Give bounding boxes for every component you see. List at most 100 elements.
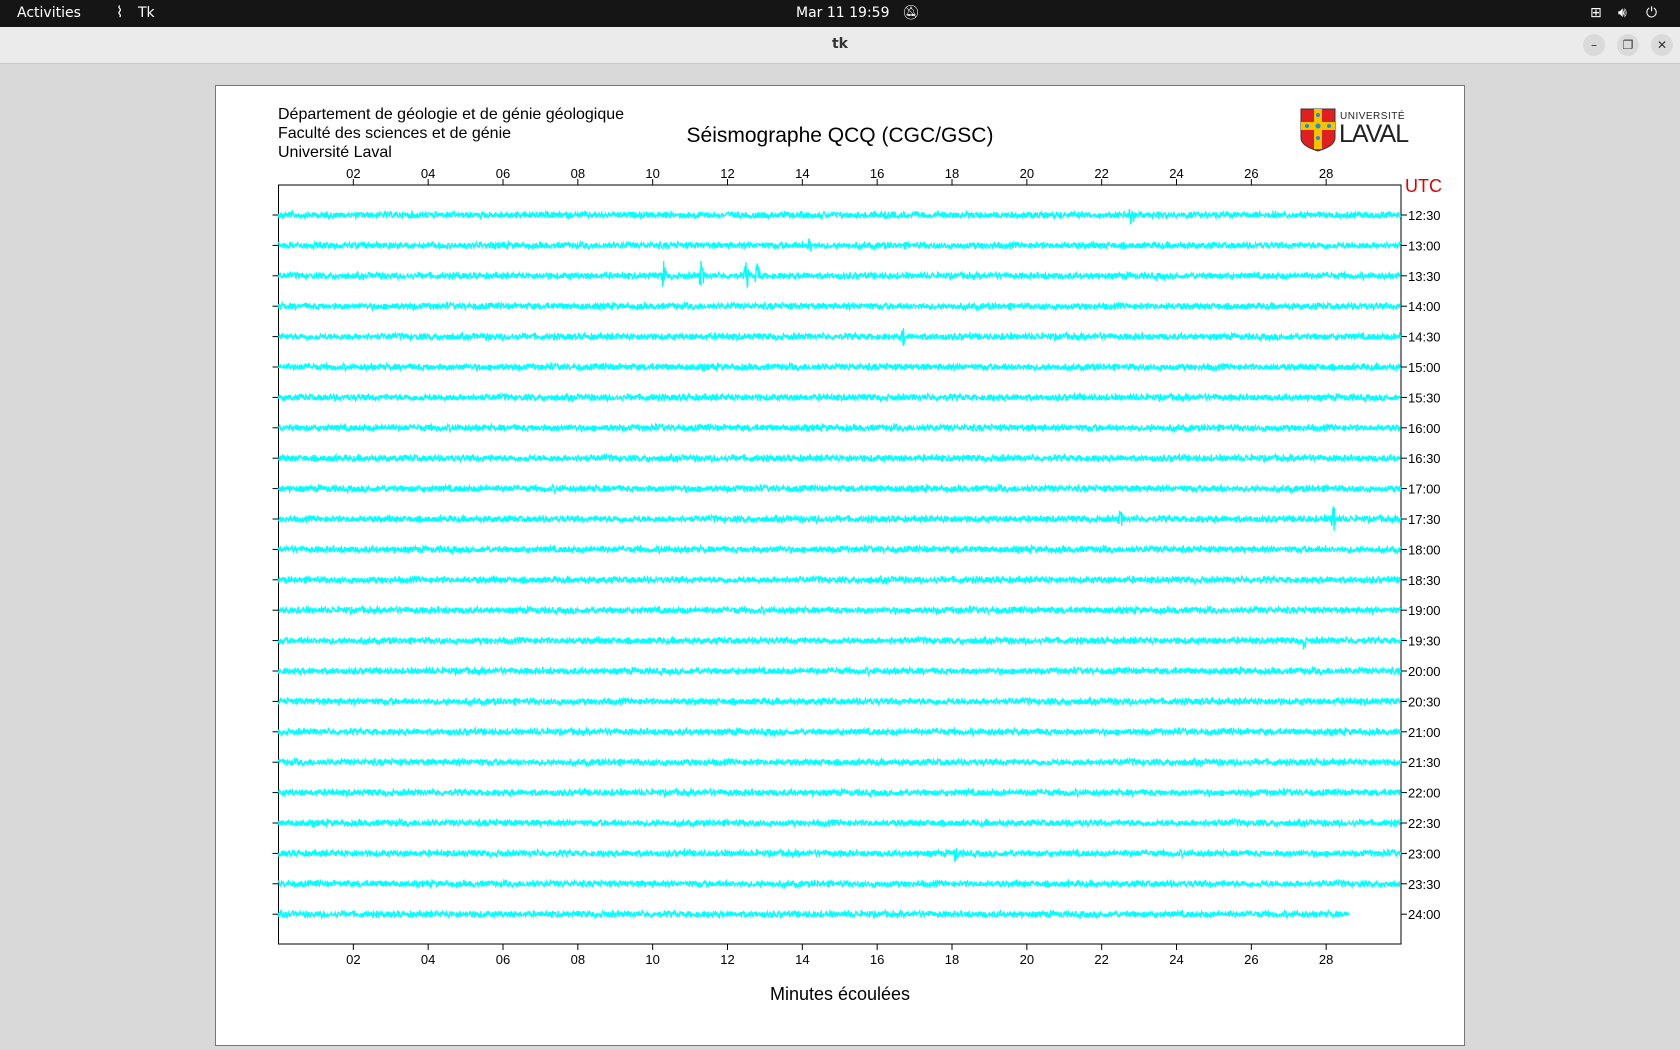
network-icon[interactable]: ⊞: [1590, 5, 1602, 21]
power-icon[interactable]: ⏻: [1646, 5, 1658, 21]
top-tick-label: 06: [496, 166, 510, 181]
row-time-label: 23:30: [1408, 877, 1441, 892]
seismic-trace: [277, 574, 1402, 586]
clock[interactable]: Mar 11 19:59: [796, 5, 890, 21]
seismic-trace: [277, 635, 1402, 650]
bottom-tick-label: 08: [571, 952, 585, 967]
seismic-trace: [277, 756, 1402, 768]
department-label: Département de géologie et de génie géol…: [278, 106, 625, 123]
top-tick-label: 02: [346, 166, 360, 181]
seismograph-canvas: Département de géologie et de génie géol…: [215, 85, 1465, 1046]
seismic-trace: [277, 238, 1402, 252]
top-tick-label: 04: [421, 166, 435, 181]
seismic-trace: [277, 452, 1401, 464]
seismic-trace: [278, 604, 1402, 617]
bottom-tick-label: 02: [346, 952, 360, 967]
top-tick-label: 18: [945, 166, 959, 181]
app-menu[interactable]: Tk: [138, 5, 155, 21]
row-time-label: 24:00: [1408, 907, 1441, 922]
seismic-trace: [277, 908, 1350, 921]
row-time-label: 14:00: [1408, 299, 1441, 314]
seismic-trace: [277, 665, 1402, 678]
seismogram-plot: 02 02 04 04 06 06 08 08 10 10 12 12 14 14 16 16 18 18 20 20…: [272, 166, 1441, 967]
row-time-label: 16:30: [1408, 451, 1441, 466]
crest-icon: [1300, 108, 1336, 152]
bottom-tick-label: 18: [945, 952, 959, 967]
bottom-tick-label: 14: [795, 952, 809, 967]
seismic-trace: [277, 208, 1402, 225]
faculty-label: Faculté des sciences et de génie: [278, 125, 512, 142]
row-time-label: 13:00: [1408, 238, 1441, 253]
row-time-label: 17:00: [1408, 482, 1441, 497]
seismic-trace: [277, 696, 1401, 708]
top-tick-label: 26: [1244, 166, 1258, 181]
bottom-tick-label: 22: [1094, 952, 1108, 967]
top-bar: Activities ⌇ Tk Mar 11 19:59 🔕︎ ⊞ 🔊︎ ⏻: [0, 0, 1680, 27]
bottom-tick-label: 12: [720, 952, 734, 967]
volume-icon[interactable]: 🔊︎: [1618, 5, 1627, 21]
bottom-tick-label: 16: [870, 952, 884, 967]
row-time-label: 20:30: [1408, 694, 1441, 709]
row-time-label: 12:30: [1408, 208, 1441, 223]
top-tick-label: 16: [870, 166, 884, 181]
row-time-label: 21:00: [1408, 725, 1441, 740]
seismic-trace: [277, 877, 1402, 890]
restore-button[interactable]: ❐: [1617, 34, 1639, 56]
row-time-label: 14:30: [1408, 330, 1441, 345]
seismic-trace: [277, 260, 1402, 289]
row-time-label: 16:00: [1408, 421, 1441, 436]
row-time-label: 22:00: [1408, 786, 1441, 801]
top-tick-label: 14: [795, 166, 809, 181]
row-time-label: 19:30: [1408, 634, 1441, 649]
app-icon: ⌇: [116, 3, 124, 21]
window-titlebar: tk – ❐ ✕: [0, 27, 1680, 64]
plot-frame: [278, 184, 1402, 945]
chart-title: Séismographe QCQ (CGC/GSC): [686, 124, 994, 147]
bottom-tick-label: 20: [1020, 952, 1034, 967]
university-logo: UNIVERSITÉ LAVAL: [1300, 108, 1410, 152]
seismic-trace: [277, 817, 1402, 829]
window-title: tk: [831, 36, 848, 52]
top-tick-label: 20: [1020, 166, 1034, 181]
bottom-tick-label: 10: [645, 952, 659, 967]
seismic-trace: [277, 786, 1402, 799]
top-tick-label: 24: [1169, 166, 1183, 181]
top-tick-label: 08: [571, 166, 585, 181]
seismic-trace: [277, 391, 1402, 404]
row-time-label: 21:30: [1408, 755, 1441, 770]
row-time-label: 19:00: [1408, 603, 1441, 618]
seismic-trace: [277, 300, 1402, 312]
logo-text-laval: LAVAL: [1339, 120, 1409, 148]
seismic-trace: [277, 726, 1402, 738]
logo-text-universite: UNIVERSITÉ: [1340, 111, 1406, 122]
top-tick-label: 22: [1094, 166, 1108, 181]
utc-label: UTC: [1405, 176, 1442, 196]
row-time-label: 23:00: [1408, 846, 1441, 861]
top-tick-label: 12: [720, 166, 734, 181]
seismic-trace: [277, 506, 1402, 531]
seismic-trace: [277, 361, 1402, 374]
notifications-off-icon[interactable]: 🔕︎: [902, 5, 920, 21]
row-time-label: 20:00: [1408, 664, 1441, 679]
seismic-trace: [277, 421, 1401, 434]
bottom-tick-label: 28: [1319, 952, 1333, 967]
bottom-tick-label: 04: [421, 952, 435, 967]
minimize-button[interactable]: –: [1583, 34, 1605, 56]
bottom-tick-label: 26: [1244, 952, 1258, 967]
bottom-tick-label: 06: [496, 952, 510, 967]
top-tick-label: 28: [1319, 166, 1333, 181]
row-time-label: 13:30: [1408, 269, 1441, 284]
row-time-label: 15:30: [1408, 390, 1441, 405]
row-time-label: 15:00: [1408, 360, 1441, 375]
seismic-trace: [277, 327, 1402, 346]
activities-button[interactable]: Activities: [17, 5, 81, 21]
bottom-tick-label: 24: [1169, 952, 1183, 967]
close-button[interactable]: ✕: [1651, 34, 1673, 56]
row-time-label: 18:00: [1408, 542, 1441, 557]
university-label: Université Laval: [278, 144, 392, 161]
seismic-trace: [277, 543, 1402, 556]
row-time-label: 22:30: [1408, 816, 1441, 831]
seismic-trace: [277, 847, 1402, 863]
row-time-label: 18:30: [1408, 573, 1441, 588]
top-tick-label: 10: [645, 166, 659, 181]
